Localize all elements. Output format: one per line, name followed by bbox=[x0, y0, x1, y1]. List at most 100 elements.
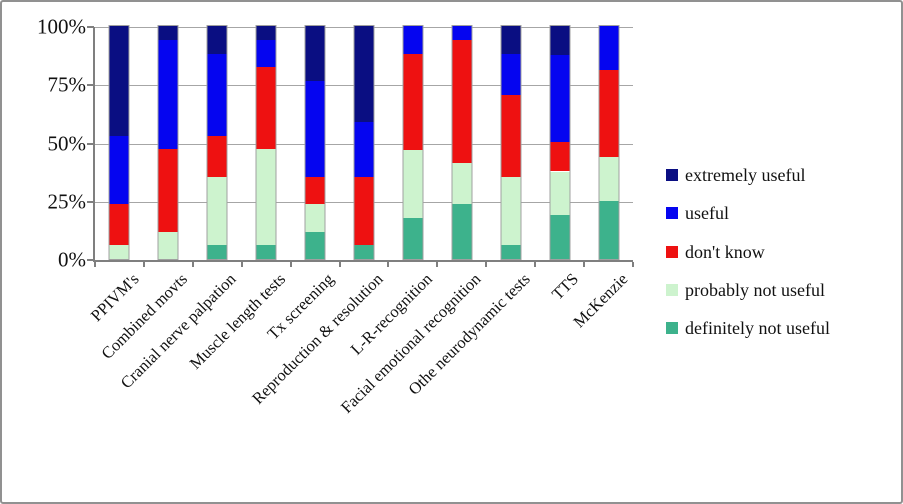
bar-segment bbox=[256, 39, 276, 68]
bar-segment bbox=[501, 176, 521, 246]
bar-7 bbox=[402, 25, 424, 260]
x-tick-mark bbox=[191, 262, 194, 267]
bar-segment bbox=[452, 26, 472, 40]
x-axis-line bbox=[93, 260, 633, 262]
bar-segment bbox=[109, 135, 129, 205]
bar-11 bbox=[598, 25, 620, 260]
y-tick-label: 0% bbox=[58, 247, 86, 272]
x-tick-mark bbox=[240, 262, 243, 267]
legend-item: definitely not useful bbox=[666, 316, 830, 340]
legend-swatch-icon bbox=[666, 245, 678, 258]
plot-area bbox=[95, 25, 633, 260]
legend-swatch-icon bbox=[666, 169, 678, 182]
bar-segment bbox=[109, 204, 129, 246]
bar-10 bbox=[549, 25, 571, 260]
bar-9 bbox=[500, 25, 522, 260]
x-tick-mark bbox=[387, 262, 390, 267]
y-tick-label: 50% bbox=[47, 131, 87, 155]
legend-label: useful bbox=[685, 203, 729, 224]
legend-swatch-icon bbox=[666, 207, 678, 220]
bar-6 bbox=[353, 25, 375, 260]
legend-item: don't know bbox=[666, 240, 830, 264]
bar-segment bbox=[403, 26, 423, 54]
bar-segment bbox=[403, 149, 423, 218]
bar-2 bbox=[157, 25, 179, 260]
bar-segment bbox=[501, 245, 521, 259]
legend-label: definitely not useful bbox=[685, 318, 830, 339]
x-tick-mark bbox=[583, 262, 586, 267]
bar-segment bbox=[354, 245, 374, 259]
bar-segment bbox=[305, 231, 325, 259]
legend-label: extremely useful bbox=[685, 165, 806, 185]
bar-segment bbox=[354, 176, 374, 246]
bar-segment bbox=[207, 176, 227, 246]
x-tick-mark bbox=[632, 262, 634, 267]
legend-label: don't know bbox=[685, 241, 765, 262]
bar-segment bbox=[550, 142, 570, 172]
bar-segment bbox=[501, 26, 521, 54]
bar-segment bbox=[158, 231, 178, 259]
bar-8 bbox=[451, 25, 473, 260]
bar-segment bbox=[550, 171, 570, 216]
bar-segment bbox=[207, 26, 227, 54]
bar-segment bbox=[599, 200, 619, 259]
bar-segment bbox=[305, 204, 325, 232]
legend-item: probably not useful bbox=[666, 278, 830, 302]
y-tick-label: 75% bbox=[47, 72, 87, 97]
x-tick-mark bbox=[485, 262, 488, 267]
y-tick-label: 100% bbox=[37, 14, 86, 39]
y-tick-mark bbox=[87, 84, 94, 87]
x-tick-mark bbox=[338, 262, 341, 267]
bar-segment bbox=[452, 204, 472, 259]
bar-segment bbox=[501, 94, 521, 177]
bar-segment bbox=[599, 26, 619, 70]
legend-swatch-icon bbox=[666, 284, 678, 297]
bar-1 bbox=[108, 25, 130, 260]
bar-segment bbox=[403, 53, 423, 150]
bar-3 bbox=[206, 25, 228, 260]
bar-segment bbox=[256, 67, 276, 150]
bar-segment bbox=[305, 26, 325, 81]
x-tick-mark bbox=[142, 262, 145, 267]
bar-segment bbox=[550, 26, 570, 56]
bar-segment bbox=[158, 39, 178, 150]
bar-segment bbox=[501, 53, 521, 95]
legend: extremely useful useful don't know probably… bbox=[666, 163, 830, 354]
y-tick-mark bbox=[87, 26, 94, 28]
bar-segment bbox=[354, 122, 374, 177]
bar-segment bbox=[550, 215, 570, 259]
bar-segment bbox=[256, 149, 276, 246]
bar-segment bbox=[452, 163, 472, 205]
legend-label: probably not useful bbox=[685, 279, 825, 300]
x-tick-mark bbox=[436, 262, 439, 267]
x-tick-mark bbox=[289, 262, 292, 267]
x-tick-mark bbox=[534, 262, 537, 267]
bar-segment bbox=[207, 245, 227, 259]
y-tick-mark bbox=[87, 200, 94, 203]
bar-segment bbox=[109, 245, 129, 259]
legend-item: extremely useful bbox=[666, 163, 830, 187]
bar-5 bbox=[304, 25, 326, 260]
bar-segment bbox=[256, 26, 276, 40]
bar-segment bbox=[207, 53, 227, 136]
category-label: TTS bbox=[548, 269, 583, 304]
y-axis-line bbox=[93, 27, 95, 262]
legend-item: useful bbox=[666, 201, 830, 225]
bar-segment bbox=[599, 156, 619, 201]
bar-segment bbox=[158, 26, 178, 40]
bar-segment bbox=[207, 135, 227, 177]
bar-4 bbox=[255, 25, 277, 260]
bar-segment bbox=[550, 55, 570, 143]
bar-segment bbox=[305, 80, 325, 177]
bar-segment bbox=[354, 26, 374, 122]
legend-swatch-icon bbox=[666, 322, 678, 335]
y-tick-mark bbox=[87, 142, 94, 145]
y-tick-label: 25% bbox=[47, 189, 87, 214]
bar-segment bbox=[256, 245, 276, 259]
bar-segment bbox=[452, 39, 472, 164]
bar-segment bbox=[305, 176, 325, 205]
bar-segment bbox=[599, 69, 619, 157]
y-axis: 100% 75% 50% 25% 0% bbox=[2, 16, 87, 270]
y-tick-mark bbox=[87, 259, 94, 261]
